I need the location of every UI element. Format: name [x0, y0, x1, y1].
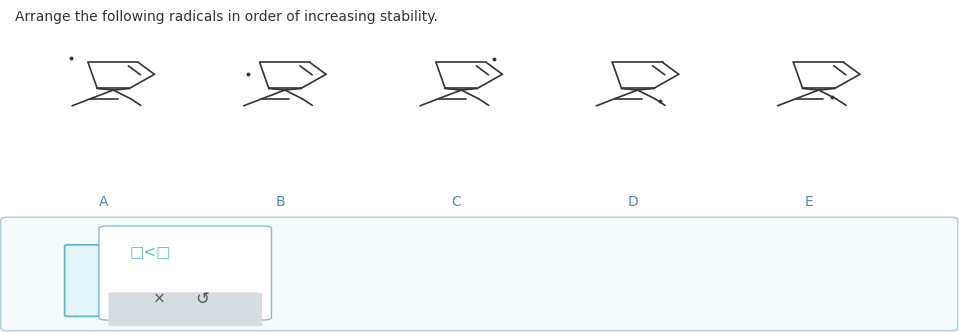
Text: D: D [627, 195, 638, 209]
FancyBboxPatch shape [99, 226, 271, 320]
Text: ×: × [152, 292, 165, 307]
Text: □<□: □<□ [129, 245, 171, 260]
FancyBboxPatch shape [1, 217, 958, 331]
FancyBboxPatch shape [64, 245, 99, 316]
Text: C: C [452, 195, 461, 209]
Text: B: B [275, 195, 285, 209]
FancyBboxPatch shape [108, 292, 262, 326]
Text: ↺: ↺ [195, 290, 209, 308]
Text: A: A [99, 195, 108, 209]
Text: E: E [805, 195, 813, 209]
Text: Arrange the following radicals in order of increasing stability.: Arrange the following radicals in order … [15, 10, 438, 24]
